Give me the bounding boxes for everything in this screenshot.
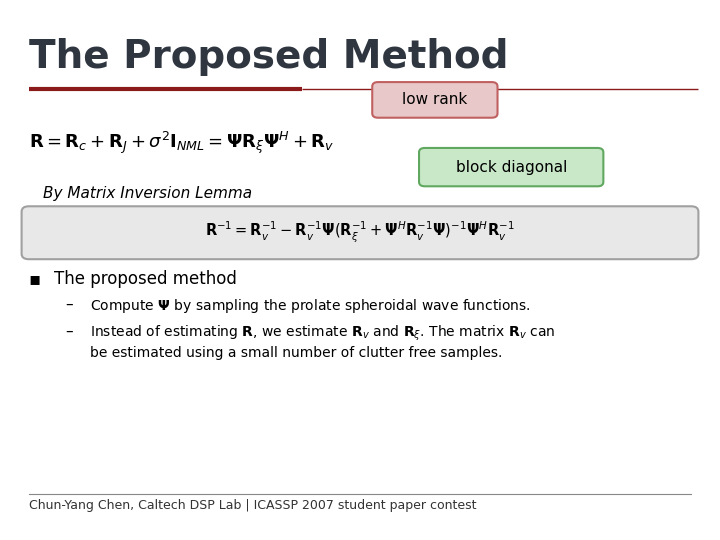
Text: –: – xyxy=(65,297,73,312)
Text: Compute $\mathbf{\Psi}$ by sampling the prolate spheroidal wave functions.: Compute $\mathbf{\Psi}$ by sampling the … xyxy=(90,297,531,315)
Text: The Proposed Method: The Proposed Method xyxy=(29,38,508,76)
FancyBboxPatch shape xyxy=(22,206,698,259)
Text: be estimated using a small number of clutter free samples.: be estimated using a small number of clu… xyxy=(90,346,503,360)
Text: block diagonal: block diagonal xyxy=(456,160,567,175)
Text: Instead of estimating $\mathbf{R}$, we estimate $\mathbf{R}_v$ and $\mathbf{R}_{: Instead of estimating $\mathbf{R}$, we e… xyxy=(90,324,556,343)
Text: ▪: ▪ xyxy=(29,270,41,288)
FancyBboxPatch shape xyxy=(372,82,498,118)
Text: By Matrix Inversion Lemma: By Matrix Inversion Lemma xyxy=(43,186,252,201)
Text: Chun-Yang Chen, Caltech DSP Lab | ICASSP 2007 student paper contest: Chun-Yang Chen, Caltech DSP Lab | ICASSP… xyxy=(29,500,477,512)
FancyBboxPatch shape xyxy=(419,148,603,186)
Text: $\mathbf{R} = \mathbf{R}_c + \mathbf{R}_J + \sigma^2\mathbf{I}_{NML} = \mathbf{\: $\mathbf{R} = \mathbf{R}_c + \mathbf{R}_… xyxy=(29,130,334,156)
Text: The proposed method: The proposed method xyxy=(54,270,237,288)
Text: –: – xyxy=(65,324,73,339)
Text: low rank: low rank xyxy=(402,92,467,107)
Text: $\mathbf{R}^{-1} = \mathbf{R}_v^{-1} - \mathbf{R}_v^{-1}\mathbf{\Psi}(\mathbf{R}: $\mathbf{R}^{-1} = \mathbf{R}_v^{-1} - \… xyxy=(205,220,515,245)
